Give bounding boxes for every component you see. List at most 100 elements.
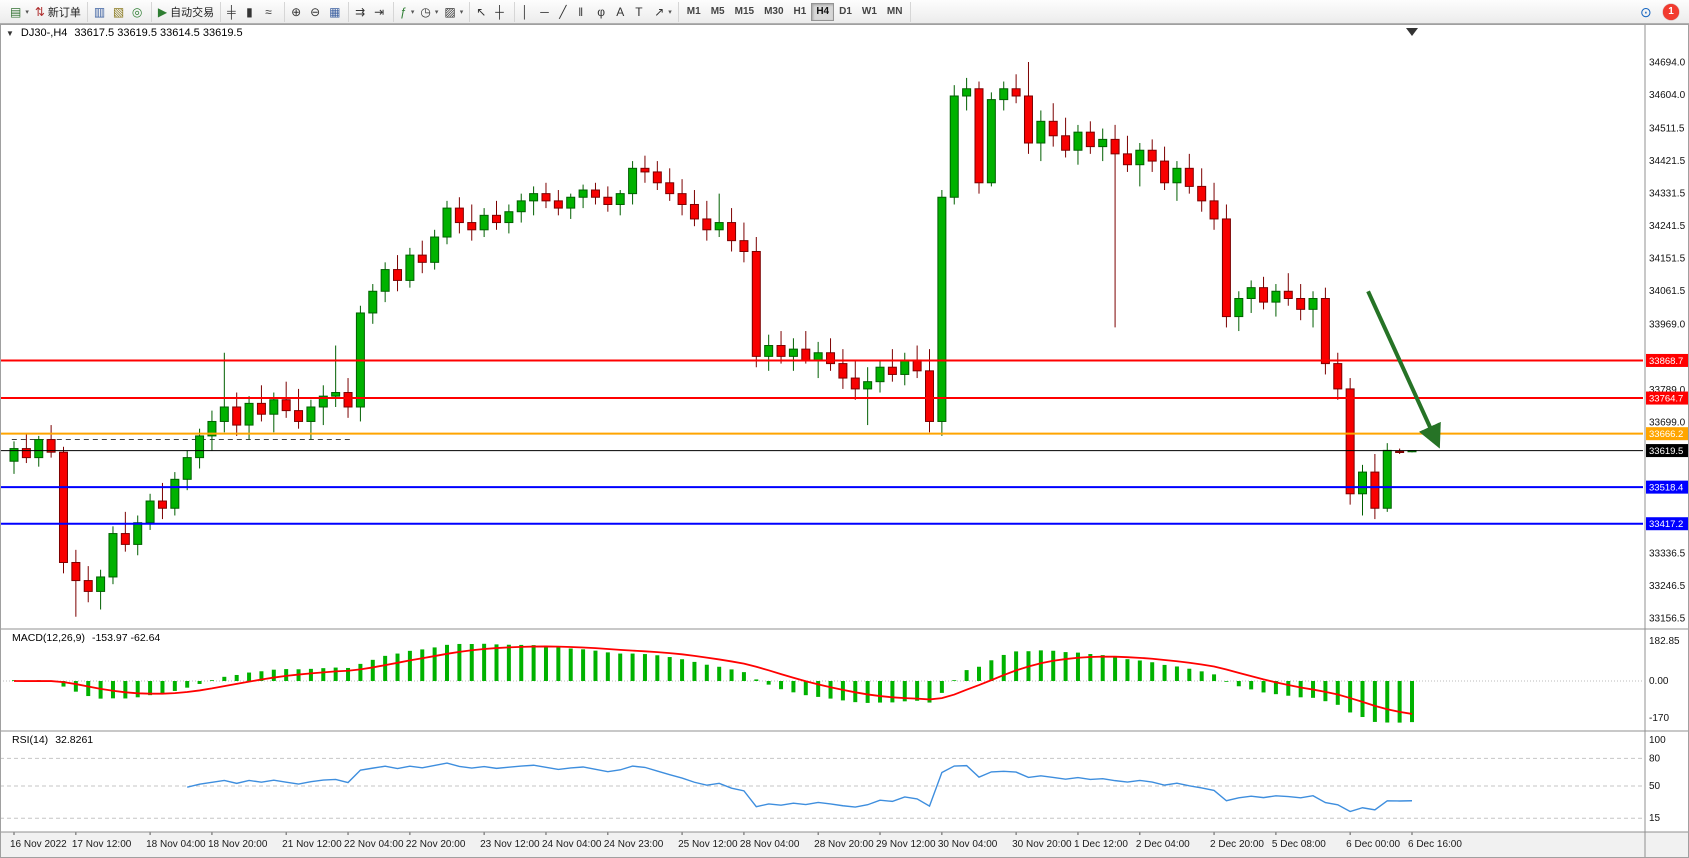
candle [1172, 167, 1182, 184]
candle [244, 402, 254, 426]
text-button[interactable]: A [613, 2, 632, 22]
time-tick-label: 29 Nov 12:00 [876, 839, 936, 850]
timeframe-d1[interactable]: D1 [834, 3, 857, 21]
candle [405, 254, 415, 281]
market-watch-button[interactable]: ▥ [91, 2, 110, 22]
candle [318, 395, 328, 408]
candle [541, 193, 551, 202]
new-chart-button[interactable]: ▤ ▾ [7, 2, 32, 22]
fibonacci-icon: φ [597, 4, 605, 19]
candle [801, 348, 811, 361]
candle [157, 500, 167, 509]
timeframe-m1[interactable]: M1 [682, 3, 706, 21]
templates-button[interactable]: ▨ ▾ [441, 2, 466, 22]
indicators-list-button[interactable]: ƒ ▾ [397, 2, 417, 22]
candle [1345, 388, 1355, 495]
auto-scroll-button[interactable]: ⇉ [352, 2, 371, 22]
horizontal-line-button[interactable]: ─ [537, 2, 556, 22]
timeframe-h1[interactable]: H1 [789, 3, 812, 21]
indicators-list-dropdown-arrow[interactable]: ▾ [410, 8, 415, 16]
chart-canvas[interactable]: 34694.0 34604.0 34511.5 34421.5 34331.5 34241… [0, 24, 1689, 858]
bar-chart-type-button[interactable]: ╪ [224, 2, 243, 22]
timeframe-mn[interactable]: MN [882, 3, 908, 21]
candle [1370, 471, 1380, 509]
rsi-label: RSI(14) [12, 734, 49, 746]
equidistant-channel-button[interactable]: ‖ [575, 2, 594, 22]
market-watch-icon: ▥ [93, 4, 106, 19]
crosshair-button[interactable]: ┼ [492, 2, 511, 22]
candle [1308, 298, 1318, 310]
candle [491, 214, 501, 224]
time-tick-label: 24 Nov 04:00 [542, 839, 602, 850]
line-chart-type-button[interactable]: ≈ [262, 2, 281, 22]
candle [1358, 471, 1368, 495]
candlestick-type-button[interactable]: ▮ [243, 2, 262, 22]
candle [1382, 449, 1392, 509]
new-order-button[interactable]: ⇅ 新订单 [32, 2, 84, 22]
candle [1259, 287, 1269, 303]
chart-shift-button[interactable]: ⇥ [371, 2, 390, 22]
candle [1160, 160, 1170, 184]
macd-values: -153.97 -62.64 [91, 632, 161, 644]
vertical-line-button[interactable]: │ [518, 2, 537, 22]
one-click-trading-toggle[interactable]: ▼ [6, 28, 14, 38]
tile-windows-button[interactable]: ▦ [326, 2, 345, 22]
templates-icon: ▨ [444, 4, 456, 19]
candle [739, 240, 749, 252]
candle [887, 366, 897, 375]
candle [120, 533, 130, 545]
data-window-button[interactable]: ▧ [110, 2, 129, 22]
chart-shift-icon: ⇥ [374, 4, 385, 19]
timeframe-h4[interactable]: H4 [811, 2, 835, 21]
toolbar-group: ╪ ▮ ≈ [221, 1, 286, 22]
trendline-button[interactable]: ╱ [556, 2, 575, 22]
timeframe-m30[interactable]: M30 [759, 3, 788, 21]
zoom-in-button[interactable]: ⊕ [288, 2, 307, 22]
zoom-in-icon: ⊕ [291, 4, 302, 19]
candle [232, 406, 242, 426]
candle [71, 561, 81, 582]
text-label-button[interactable]: T [632, 2, 651, 22]
candle [269, 399, 279, 415]
macd-signal-line [13, 645, 1413, 715]
zoom-out-button[interactable]: ⊖ [307, 2, 326, 22]
trend-arrow[interactable] [1366, 290, 1441, 449]
time-tick-label: 28 Nov 04:00 [740, 839, 800, 850]
community-button[interactable]: ⊙ [1637, 2, 1656, 22]
new-chart-dropdown-arrow[interactable]: ▾ [25, 8, 29, 16]
candle [578, 189, 588, 198]
time-periods-button[interactable]: ◷ ▾ [417, 2, 441, 22]
candle [590, 189, 600, 198]
navigator-button[interactable]: ◎ [129, 2, 148, 22]
rsi-axis-label: 100 [1649, 735, 1666, 746]
timeframe-w1[interactable]: W1 [857, 3, 882, 21]
time-tick-label: 22 Nov 20:00 [406, 839, 466, 850]
price-tick-label: 33156.5 [1649, 614, 1686, 625]
cursor-button[interactable]: ↖ [473, 2, 492, 22]
timeframe-m5[interactable]: M5 [706, 3, 730, 21]
candle [133, 522, 143, 545]
candle [1271, 290, 1281, 303]
candle [1061, 135, 1071, 151]
notification-badge[interactable]: 1 [1663, 3, 1679, 20]
chart-shift-marker[interactable] [1406, 28, 1418, 36]
fibonacci-button[interactable]: φ [594, 2, 613, 22]
auto-trading-button[interactable]: ▶ 自动交易 [155, 2, 217, 22]
toolbar-button-groups: ▤ ▾ ⇅ 新订单 ▥ ▧ ◎ ▶ 自动交易 ╪ ▮ ≈ ⊕ ⊖ ▦ ⇉ ⇥ ƒ ▾ ◷ ▾ ▨ ▾ ↖ ┼ │ ─ ╱ ‖ φ A T ↗ ▾ [4, 0, 679, 23]
bar-chart-type-icon: ╪ [227, 4, 236, 19]
toolbar-group: ▶ 自动交易 [152, 1, 222, 22]
arrow-objects-dropdown-arrow[interactable]: ▾ [668, 8, 672, 16]
resistance-line-upper-badge [1646, 353, 1688, 367]
arrow-objects-button[interactable]: ↗ ▾ [651, 2, 675, 22]
candle [764, 345, 774, 357]
timeframe-m15[interactable]: M15 [730, 3, 759, 21]
price-tick-label: 34421.5 [1649, 156, 1686, 167]
trendline-icon: ╱ [559, 4, 567, 19]
candle [838, 363, 848, 379]
candle [900, 359, 910, 375]
time-periods-dropdown-arrow[interactable]: ▾ [434, 8, 439, 16]
templates-dropdown-arrow[interactable]: ▾ [459, 8, 464, 16]
candle [145, 500, 155, 524]
candle [813, 352, 823, 361]
